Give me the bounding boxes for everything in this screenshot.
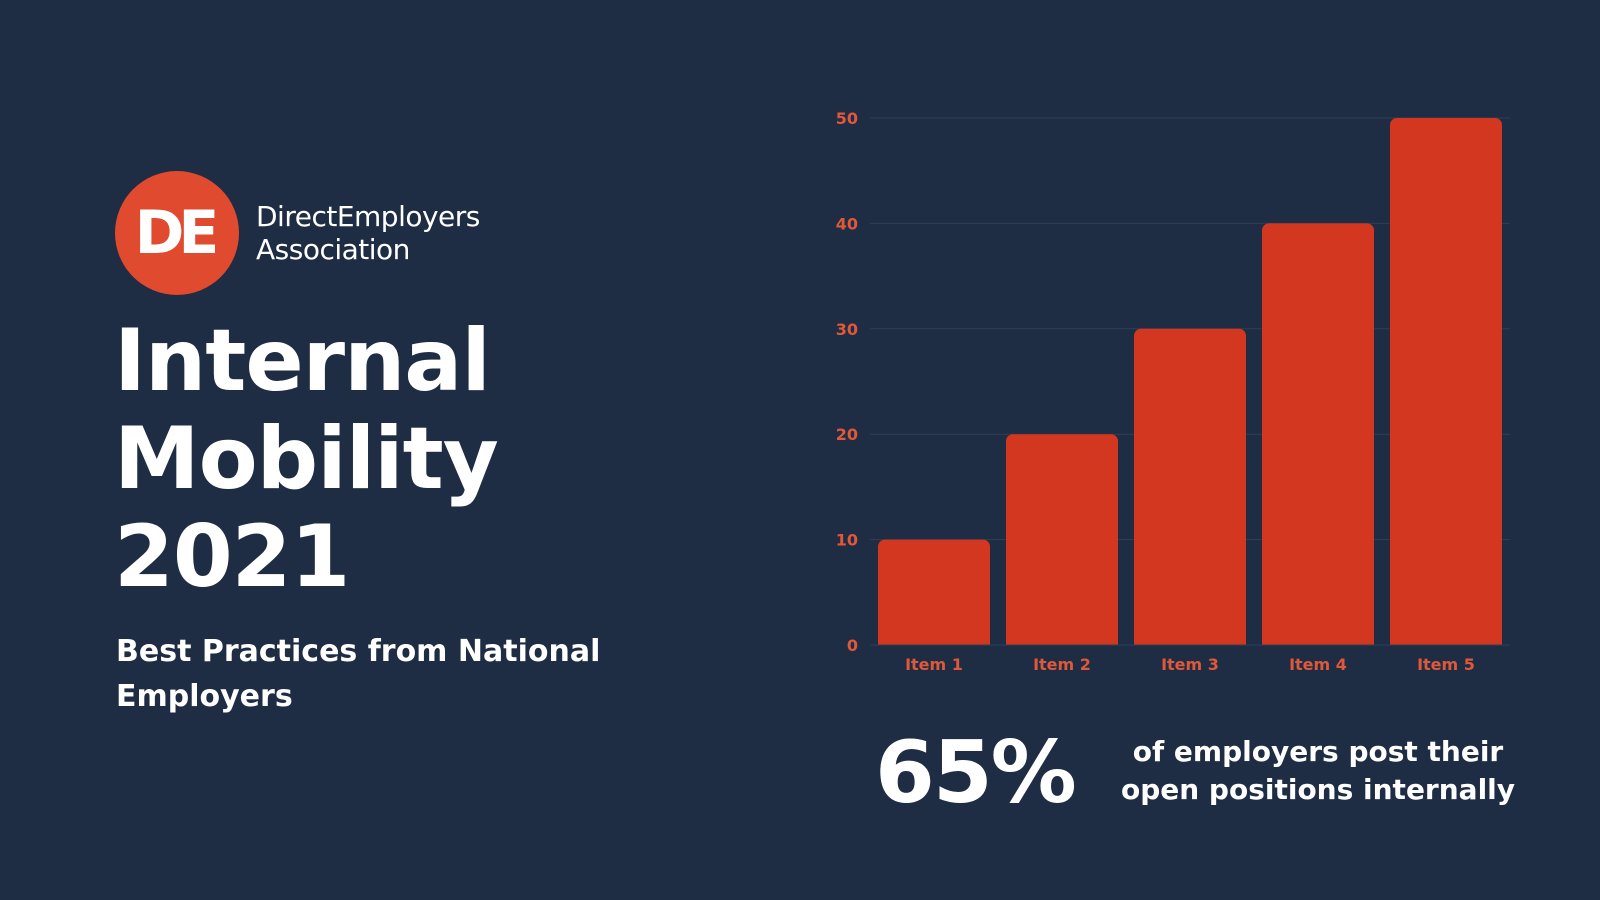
y-tick-label: 50: [836, 109, 858, 128]
y-tick-label: 40: [836, 214, 858, 233]
logo-wordmark: DirectEmployers Association: [256, 200, 480, 266]
bar-base: [1006, 637, 1118, 645]
logo: DE DirectEmployers Association: [115, 171, 480, 295]
bar-base: [1134, 637, 1246, 645]
title-line1: Internal: [114, 311, 491, 411]
y-tick-label: 30: [836, 320, 858, 339]
logo-mark: DE: [134, 198, 220, 268]
y-tick-label: 0: [847, 636, 858, 655]
logo-name-line1: DirectEmployers: [256, 200, 480, 233]
bar: [1262, 223, 1374, 645]
title-line2: Mobility: [114, 409, 499, 509]
stat-caption-line1: of employers post their: [1132, 735, 1504, 768]
x-tick-label: Item 5: [1417, 655, 1475, 674]
stat-caption: of employers post their open positions i…: [1118, 733, 1518, 809]
bar: [878, 539, 990, 645]
stat-caption-line2: open positions internally: [1120, 773, 1516, 806]
logo-badge: DE: [115, 171, 239, 295]
logo-name-line2: Association: [256, 233, 410, 266]
bar: [1006, 434, 1118, 645]
x-tick-label: Item 3: [1161, 655, 1219, 674]
y-tick-label: 10: [836, 531, 858, 550]
bar: [1390, 118, 1502, 645]
x-tick-label: Item 4: [1289, 655, 1347, 674]
stat-number: 65%: [875, 723, 1077, 823]
bar-base: [1390, 637, 1502, 645]
x-tick-label: Item 1: [905, 655, 963, 674]
page-title: Internal Mobility 2021: [114, 311, 499, 607]
y-tick-label: 20: [836, 425, 858, 444]
bar: [1134, 328, 1246, 645]
page-subtitle: Best Practices from National Employers: [116, 634, 601, 714]
bar-base: [878, 637, 990, 645]
title-line3: 2021: [114, 507, 350, 607]
bar-base: [1262, 637, 1374, 645]
x-tick-label: Item 2: [1033, 655, 1091, 674]
